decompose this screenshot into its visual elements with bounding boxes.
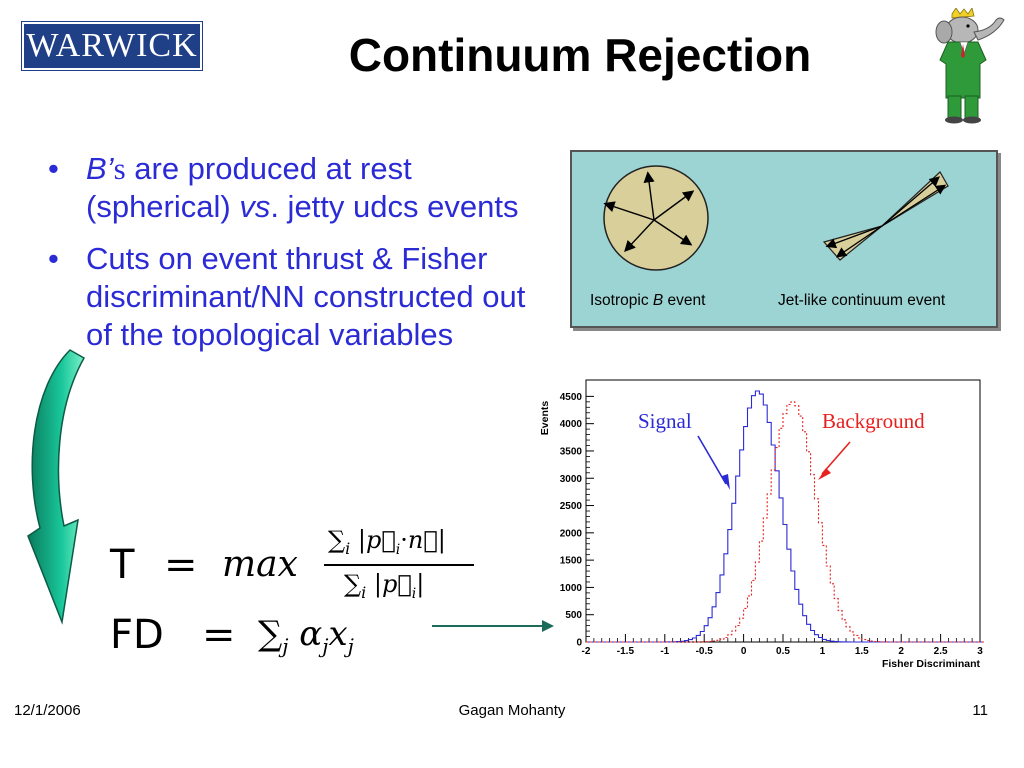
fraction-denominator: ∑i |p⃗i| bbox=[344, 570, 425, 602]
bullet-item: • Cuts on event thrust & Fisher discrimi… bbox=[44, 240, 554, 354]
bullet-item: • B’s are produced at rest (spherical) v… bbox=[44, 150, 554, 226]
curved-arrow-icon bbox=[27, 349, 86, 625]
fraction-numerator: ∑i |p⃗i·n⃗| bbox=[328, 526, 446, 558]
y-axis-label: Events bbox=[539, 401, 551, 436]
pointer-arrow-icon bbox=[432, 620, 554, 632]
bullet-dot: • bbox=[48, 241, 59, 276]
elephant-mascot-icon bbox=[935, 8, 1005, 124]
jet-like-label: Jet-like continuum event bbox=[778, 292, 946, 309]
isotropic-label: Isotropic B event bbox=[590, 292, 706, 309]
signal-annotation: Signal bbox=[638, 409, 692, 433]
fd-sum: ∑j αjxj bbox=[258, 614, 354, 658]
x-tick-label: 0.5 bbox=[776, 646, 790, 657]
x-tick-label: -0.5 bbox=[696, 646, 714, 657]
x-tick-label: 1.5 bbox=[855, 646, 869, 657]
x-tick-label: -1.5 bbox=[617, 646, 635, 657]
x-tick-label: -1 bbox=[660, 646, 669, 657]
signal-arrow bbox=[697, 435, 727, 485]
chart-canvas: -2 -1.5 -1 -0.5 0 0.5 1 1.5 2 2.5 3 0 500 1000 1500 200… bbox=[539, 379, 984, 670]
y-tick-label: 2500 bbox=[560, 501, 583, 512]
bullet-text-tail: . jetty udcs events bbox=[270, 189, 519, 224]
x-tick-label: 0 bbox=[741, 646, 747, 657]
y-tick-label: 3000 bbox=[560, 474, 583, 485]
y-tick-label: 1000 bbox=[560, 583, 583, 594]
x-tick-label: -2 bbox=[582, 646, 591, 657]
equals-sign: = bbox=[164, 542, 198, 588]
x-axis-label: Fisher Discriminant bbox=[882, 658, 981, 670]
warwick-logo: WARWICK bbox=[22, 22, 202, 70]
y-tick-label: 500 bbox=[565, 610, 582, 621]
x-tick-label: 2 bbox=[898, 646, 904, 657]
y-tick-label: 4000 bbox=[560, 419, 583, 430]
max-symbol: max bbox=[222, 544, 298, 585]
background-arrow bbox=[821, 441, 851, 475]
y-tick-label: 4500 bbox=[560, 392, 583, 403]
y-tick-label: 0 bbox=[576, 638, 582, 649]
thrust-diagram: Isotropic B event Jet-like continuum eve… bbox=[570, 150, 998, 328]
slide-title: Continuum Rejection bbox=[348, 29, 812, 81]
bullet-text: are produced at rest (spherical) bbox=[86, 151, 412, 224]
formula-block: T = max ∑i |p⃗i·n⃗| ∑i |p⃗i| FD = ∑j αjx… bbox=[110, 520, 530, 670]
event-shapes-icon bbox=[603, 165, 949, 271]
fraction-bar bbox=[324, 564, 474, 566]
x-tick-label: 2.5 bbox=[934, 646, 948, 657]
thrust-symbol: T bbox=[110, 542, 135, 588]
background-annotation: Background bbox=[822, 409, 925, 433]
fisher-chart: -2 -1.5 -1 -0.5 0 0.5 1 1.5 2 2.5 3 0 500 1000 1500 200… bbox=[530, 372, 990, 672]
b-meson-symbol: B’ bbox=[86, 151, 114, 186]
y-tick-label: 2000 bbox=[560, 528, 583, 539]
footer-author: Gagan Mohanty bbox=[458, 702, 566, 719]
vs-text: vs bbox=[239, 189, 271, 224]
footer-page-number: 11 bbox=[972, 702, 988, 719]
x-tick-label: 1 bbox=[820, 646, 826, 657]
bullet-list: • B’s are produced at rest (spherical) v… bbox=[44, 150, 554, 368]
equals-sign: = bbox=[202, 612, 236, 658]
signal-arrowhead bbox=[722, 474, 730, 490]
y-tick-label: 1500 bbox=[560, 556, 583, 567]
y-tick-label: 3500 bbox=[560, 446, 583, 457]
plural-s: s bbox=[113, 151, 126, 186]
fd-symbol: FD bbox=[110, 612, 164, 658]
bullet-text: Cuts on event thrust & Fisher discrimina… bbox=[86, 241, 526, 352]
footer-date: 12/1/2006 bbox=[14, 702, 81, 719]
x-tick-label: 3 bbox=[977, 646, 983, 657]
bullet-dot: • bbox=[48, 151, 59, 186]
background-arrowhead bbox=[818, 468, 831, 480]
